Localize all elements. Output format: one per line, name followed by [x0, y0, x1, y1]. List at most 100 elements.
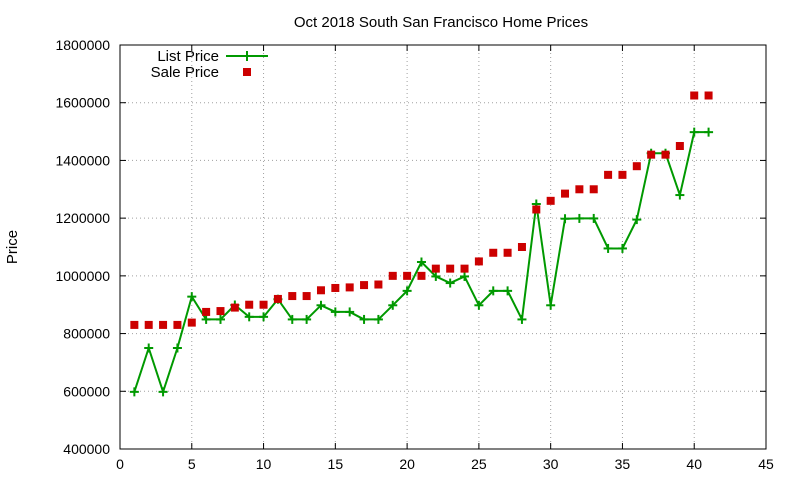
x-tick-label: 0 — [116, 456, 124, 472]
sale-price-point — [288, 292, 297, 301]
sale-price-point — [360, 281, 369, 290]
sale-price-point — [202, 307, 211, 316]
sale-price-point — [144, 320, 153, 329]
sale-price-point — [604, 170, 613, 179]
sale-price-point — [489, 248, 498, 257]
sale-price-point — [417, 271, 426, 280]
x-tick-label: 40 — [686, 456, 702, 472]
x-tick-label: 30 — [543, 456, 559, 472]
legend-marker-sale-price — [243, 68, 251, 76]
list-price-point — [431, 271, 441, 281]
x-tick-labels: 0 5 10 15 20 25 30 35 40 45 — [116, 456, 774, 472]
series-sale-price — [130, 91, 713, 329]
list-price-point — [287, 314, 297, 324]
list-price-point — [546, 300, 556, 310]
x-tick-label: 25 — [471, 456, 487, 472]
list-price-point — [259, 312, 269, 322]
sale-price-point — [575, 185, 584, 194]
y-tick-label: 1800000 — [55, 37, 110, 53]
y-tick-label: 800000 — [63, 326, 110, 342]
list-price-point — [560, 214, 570, 224]
legend-label-sale-price: Sale Price — [151, 64, 219, 81]
sale-price-point — [130, 320, 139, 329]
sale-price-point — [647, 150, 656, 159]
list-price-point — [244, 312, 254, 322]
list-price-point — [488, 286, 498, 296]
sale-price-point — [316, 286, 325, 295]
y-tick-label: 1400000 — [55, 152, 110, 168]
list-price-point — [460, 271, 470, 281]
sale-price-point — [431, 264, 440, 273]
list-price-point — [503, 286, 513, 296]
y-tick-label: 1200000 — [55, 210, 110, 226]
sale-price-point — [561, 189, 570, 198]
list-price-point — [445, 278, 455, 288]
sale-price-point — [704, 91, 713, 100]
grid-lines — [120, 45, 766, 449]
y-tick-label: 1600000 — [55, 95, 110, 111]
sale-price-point — [460, 264, 469, 273]
list-price-point — [574, 213, 584, 223]
x-tick-label: 20 — [399, 456, 415, 472]
sale-price-point — [216, 307, 225, 316]
x-tick-label: 45 — [758, 456, 774, 472]
sale-price-point — [632, 162, 641, 171]
y-axis-label: Price — [4, 230, 21, 264]
sale-price-point — [345, 283, 354, 292]
list-price-point — [704, 127, 714, 137]
x-tick-label: 35 — [615, 456, 631, 472]
list-price-point — [316, 300, 326, 310]
list-price-point — [603, 243, 613, 253]
sale-price-point — [187, 318, 196, 327]
list-price-point — [474, 300, 484, 310]
series-list-price — [129, 127, 714, 397]
axis-ticks — [119, 44, 767, 450]
list-price-point — [632, 215, 642, 225]
sale-price-point — [474, 257, 483, 266]
list-price-point — [144, 343, 154, 353]
sale-price-point — [331, 283, 340, 292]
sale-price-point — [661, 150, 670, 159]
x-tick-label: 15 — [328, 456, 344, 472]
sale-price-point — [230, 303, 239, 312]
sale-price-point — [503, 248, 512, 257]
list-price-point — [129, 387, 139, 397]
list-price-point — [345, 307, 355, 317]
sale-price-point — [690, 91, 699, 100]
list-price-point — [330, 307, 340, 317]
list-price-point — [388, 300, 398, 310]
sale-price-point — [388, 271, 397, 280]
sale-price-point — [675, 142, 684, 150]
sale-price-point — [532, 205, 541, 214]
list-price-point — [187, 292, 197, 302]
sale-price-point — [589, 185, 598, 194]
sale-price-point — [403, 271, 412, 280]
legend-marker-list-price — [242, 51, 252, 61]
list-price-point — [215, 314, 225, 324]
chart-title: Oct 2018 South San Francisco Home Prices — [294, 14, 588, 31]
list-price-point — [589, 213, 599, 223]
series — [129, 91, 714, 397]
y-tick-label: 1000000 — [55, 268, 110, 284]
list-price-point — [302, 314, 312, 324]
list-price-point — [172, 343, 182, 353]
plot-frame — [119, 44, 767, 450]
list-price-point — [617, 243, 627, 253]
sale-price-point — [302, 292, 311, 301]
sale-price-point — [173, 320, 182, 329]
list-price-point — [689, 127, 699, 137]
x-tick-label: 10 — [256, 456, 272, 472]
list-price-point — [402, 286, 412, 296]
list-price-point — [373, 314, 383, 324]
y-tick-label: 600000 — [63, 383, 110, 399]
sale-price-point — [546, 196, 555, 205]
list-price-point — [416, 257, 426, 267]
y-tick-labels: 400000 600000 800000 1000000 1200000 1400000 1… — [55, 37, 110, 457]
sale-price-point — [374, 280, 383, 289]
legend: List Price Sale Price — [151, 48, 268, 81]
legend-label-list-price: List Price — [157, 48, 219, 65]
list-price-point — [201, 314, 211, 324]
sale-price-point — [273, 294, 282, 303]
sale-price-point — [159, 320, 168, 329]
